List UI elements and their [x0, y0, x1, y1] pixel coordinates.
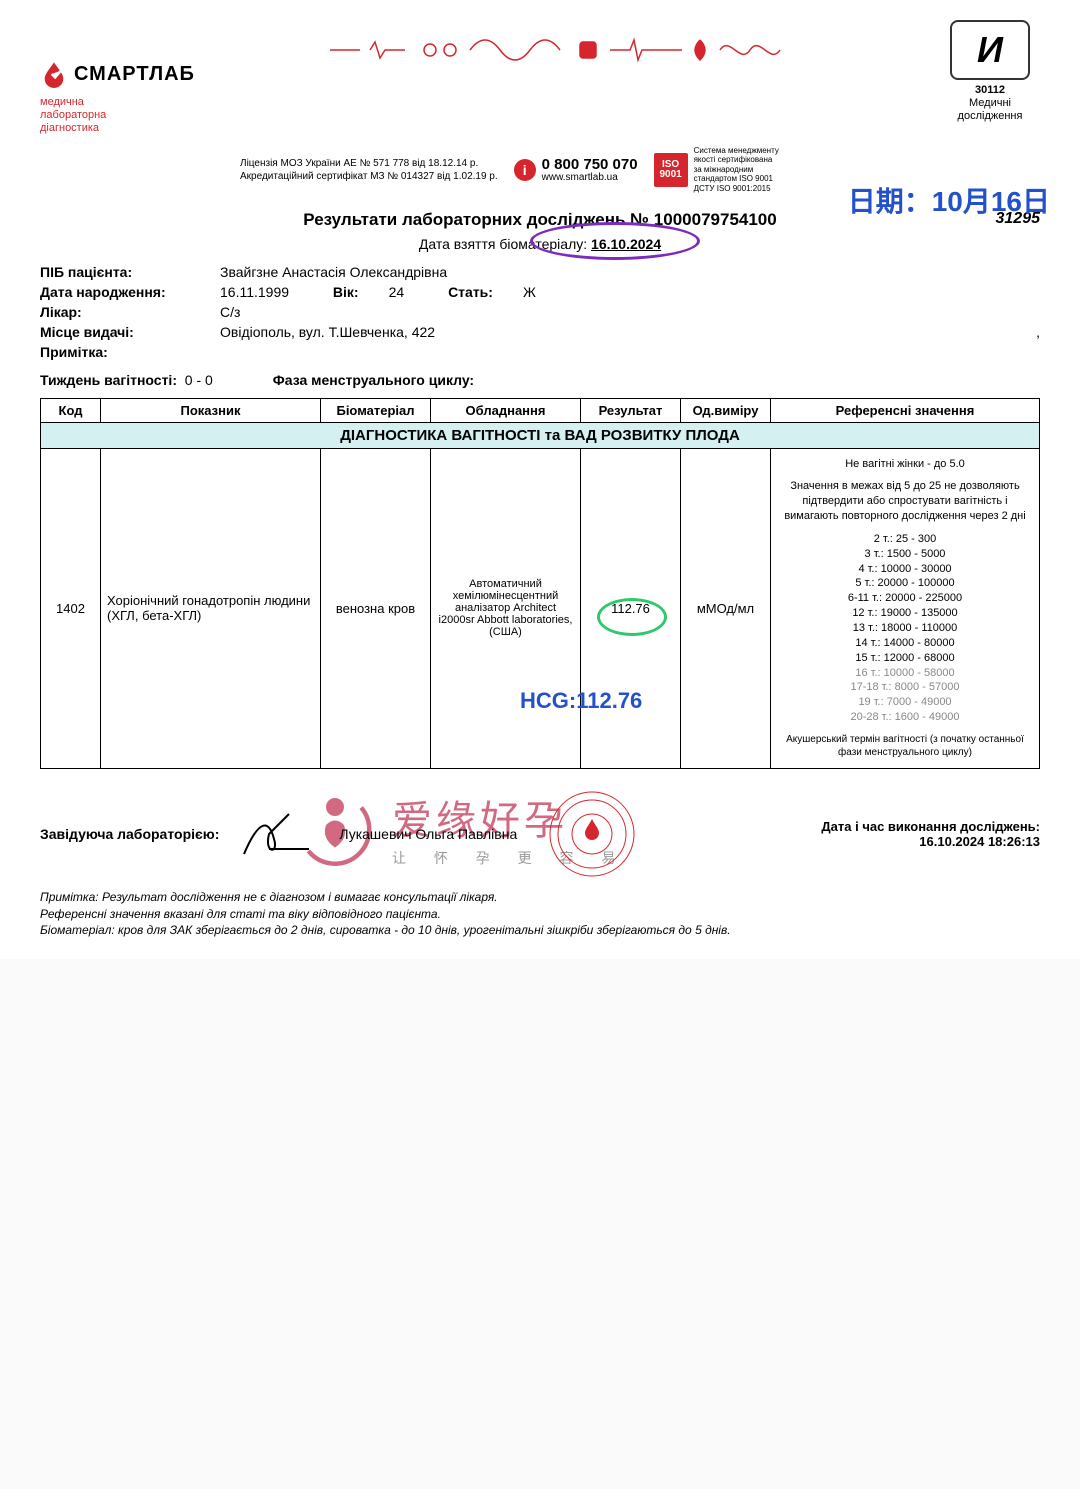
col-header: Код: [41, 398, 101, 422]
col-header: Референсні значення: [771, 398, 1040, 422]
phone-number: 0 800 750 070: [542, 157, 638, 172]
right-badge: И 30112 Медичні дослідження: [940, 20, 1040, 124]
doctor: С/з: [220, 304, 1040, 320]
iso-text: Система менеджменту: [694, 146, 779, 156]
patient-name: Звайгзне Анастасія Олександрівна: [220, 264, 1040, 280]
field-label: Дата народження:: [40, 284, 220, 300]
pregnancy-info-row: Тиждень вагітності: 0 - 0 Фаза менструал…: [40, 372, 1040, 388]
col-header: Результат: [581, 398, 681, 422]
col-header: Од.виміру: [681, 398, 771, 422]
iso-text: ДСТУ ISO 9001:2015: [694, 184, 779, 194]
ref-week-line-gray: 19 т.: 7000 - 49000: [777, 695, 1033, 710]
ref-week-line: 5 т.: 20000 - 100000: [777, 576, 1033, 591]
annotation-date-label: 日期：10月16日: [848, 180, 1050, 220]
col-header: Біоматеріал: [321, 398, 431, 422]
iso-badge: ISO 9001: [654, 153, 688, 187]
license-text: Акредитаційний сертифікат МЗ № 014327 ві…: [240, 170, 498, 183]
patient-age: 24: [389, 284, 405, 300]
stamp-icon: [547, 789, 637, 879]
sample-date: 16.10.2024: [591, 236, 661, 252]
issue-place: Овідіополь, вул. Т.Шевченка, 422: [220, 324, 876, 340]
col-header: Обладнання: [431, 398, 581, 422]
cell-unit: мМОд/мл: [681, 448, 771, 768]
field-label: Стать:: [448, 284, 493, 300]
drop-icon: [40, 60, 68, 88]
header: СМАРТЛАБ медична лабораторна діагностика: [40, 20, 1040, 136]
exec-label: Дата і час виконання досліджень:: [821, 819, 1040, 834]
field-label: Лікар:: [40, 304, 220, 320]
logo-block: СМАРТЛАБ медична лабораторна діагностика: [40, 20, 220, 136]
footer-note: Референсні значення вказані для статі та…: [40, 906, 1040, 923]
cell-result: 112.76: [581, 448, 681, 768]
document-subtitle: Дата взяття біоматеріалу: 16.10.2024: [40, 236, 1040, 252]
right-code: 30112: [940, 84, 1040, 97]
field-label: Примітка:: [40, 344, 220, 360]
cell-biomaterial: венозна кров: [321, 448, 431, 768]
right-line: Медичні: [940, 97, 1040, 110]
preg-week: 0 - 0: [185, 372, 213, 388]
website: www.smartlab.ua: [542, 172, 638, 183]
iso-text: стандартом ISO 9001: [694, 174, 779, 184]
company-name: СМАРТЛАБ: [74, 63, 195, 86]
ref-week-line: 14 т.: 14000 - 80000: [777, 636, 1033, 651]
lab-head-label: Завідуюча лабораторією:: [40, 826, 219, 842]
col-header: Показник: [101, 398, 321, 422]
footer: Завідуюча лабораторією: Лукашевич Ольга …: [40, 789, 1040, 939]
field-label: Місце видачі:: [40, 324, 220, 340]
signature-icon: [239, 809, 329, 859]
table-header-row: Код Показник Біоматеріал Обладнання Резу…: [41, 398, 1040, 422]
table-row: 1402 Хоріонічний гонадотропін людини (ХГ…: [41, 448, 1040, 768]
ref-week-line: 2 т.: 25 - 300: [777, 532, 1033, 547]
lab-head-name: Лукашевич Ольга Павлівна: [339, 826, 517, 842]
patient-sex: Ж: [523, 284, 536, 300]
table-section-row: ДІАГНОСТИКА ВАГІТНОСТІ та ВАД РОЗВИТКУ П…: [41, 422, 1040, 448]
ref-week-line: 15 т.: 12000 - 68000: [777, 651, 1033, 666]
ref-week-line: 4 т.: 10000 - 30000: [777, 562, 1033, 577]
right-line: дослідження: [940, 110, 1040, 123]
cell-reference: Не вагітні жінки - до 5.0 Значення в меж…: [771, 448, 1040, 768]
license-text: Ліцензія МОЗ України АЕ № 571 778 від 18…: [240, 157, 498, 170]
cell-equipment: Автоматичний хемілюмінесцентний аналізат…: [431, 448, 581, 768]
patient-info: ПІБ пацієнта: Звайгзне Анастасія Олексан…: [40, 264, 1040, 360]
patient-dob: 16.11.1999: [220, 284, 289, 300]
annotation-hcg-label: HCG:112.76: [520, 688, 642, 714]
ref-week-line: 3 т.: 1500 - 5000: [777, 547, 1033, 562]
ref-week-line-gray: 16 т.: 10000 - 58000: [777, 666, 1033, 681]
decorative-strip: [240, 20, 920, 80]
footer-note: Біоматеріал: кров для ЗАК зберігається д…: [40, 922, 1040, 939]
tagline: діагностика: [40, 122, 220, 135]
tagline: лабораторна: [40, 109, 220, 122]
exec-datetime: 16.10.2024 18:26:13: [821, 834, 1040, 849]
ref-week-line: 13 т.: 18000 - 110000: [777, 621, 1033, 636]
ref-week-line-gray: 17-18 т.: 8000 - 57000: [777, 680, 1033, 695]
section-title: ДІАГНОСТИКА ВАГІТНОСТІ та ВАД РОЗВИТКУ П…: [41, 422, 1040, 448]
iso-text: за міжнародним: [694, 165, 779, 175]
lab-icon: И: [950, 20, 1030, 80]
ref-week-line-gray: 20-28 т.: 1600 - 49000: [777, 710, 1033, 725]
ref-week-line: 12 т.: 19000 - 135000: [777, 606, 1033, 621]
cell-indicator: Хоріонічний гонадотропін людини (ХГЛ, бе…: [101, 448, 321, 768]
field-label: Вік:: [333, 284, 359, 300]
iso-text: якості сертифікована: [694, 155, 779, 165]
tagline: медична: [40, 96, 220, 109]
field-label: ПІБ пацієнта:: [40, 264, 220, 280]
footer-note: Примітка: Результат дослідження не є діа…: [40, 889, 1040, 906]
phase-label: Фаза менструального циклу:: [273, 372, 474, 388]
info-icon: i: [514, 159, 536, 181]
cell-code: 1402: [41, 448, 101, 768]
ref-week-line: 6-11 т.: 20000 - 225000: [777, 591, 1033, 606]
